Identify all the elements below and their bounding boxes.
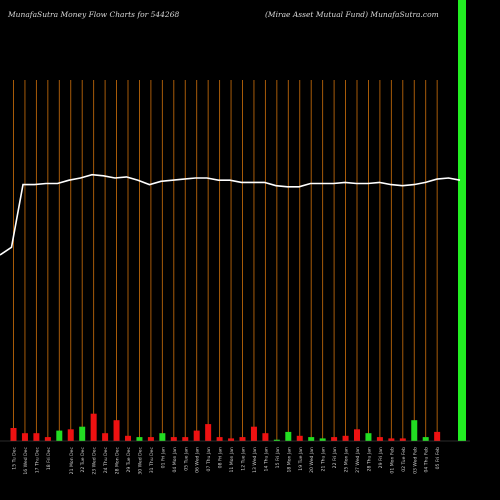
money-flow-bar: [216, 437, 223, 441]
money-flow-bar: [182, 437, 189, 441]
money-flow-bar: [296, 435, 303, 441]
x-tick-label: 15 Tu Dec: [12, 447, 18, 470]
money-flow-bar: [102, 433, 109, 441]
money-flow-bar: [136, 437, 143, 441]
x-tick-label: 30 Wed Dec: [137, 447, 143, 475]
x-tick-label: 22 Fri Jan: [332, 447, 338, 468]
money-flow-bar: [285, 431, 292, 441]
money-flow-bar: [21, 433, 28, 441]
x-tick-label: 24 Thu Dec: [103, 447, 109, 474]
money-flow-bar: [205, 424, 212, 441]
money-flow-bar: [342, 435, 349, 441]
x-tick-label: 29 Fri Jan: [378, 447, 384, 468]
x-tick-label: 25 Mon Jan: [344, 447, 350, 473]
money-flow-bar: [399, 438, 406, 441]
x-tick-label: 04 Thu Feb: [424, 447, 430, 473]
money-flow-bar: [147, 437, 154, 441]
money-flow-bar: [44, 437, 51, 441]
money-flow-bar: [56, 430, 63, 441]
x-tick-label: 23 Wed Dec: [92, 447, 98, 475]
money-flow-bar: [434, 431, 441, 441]
money-flow-bar: [90, 413, 97, 441]
money-flow-bar: [354, 429, 360, 441]
x-tick-label: 11 Mon Jan: [229, 447, 235, 473]
x-tick-label: 05 Fri Feb: [435, 447, 441, 469]
money-flow-bar: [376, 437, 383, 441]
money-flow-bar: [228, 438, 235, 441]
money-flow-bar: [125, 435, 131, 441]
x-tick-label: 05 Tue Jan: [183, 447, 189, 471]
money-flow-bar: [67, 429, 74, 441]
chart-subtitle: (Mirae Asset Mutual Fund) MunafaSutra.co…: [265, 10, 439, 19]
x-tick-label: 29 Tue Dec: [126, 447, 132, 473]
money-flow-bar: [239, 437, 246, 441]
x-tick-label: 21 Thu Jan: [321, 447, 327, 472]
money-flow-bar: [33, 433, 40, 441]
x-tick-label: 01 Fri Jan: [160, 447, 166, 468]
money-flow-bar: [388, 438, 395, 441]
x-tick-label: 17 Thu Dec: [34, 447, 40, 474]
money-flow-bar: [308, 437, 315, 441]
x-tick-label: 15 Fri Jan: [275, 447, 281, 468]
x-tick-label: 20 Wed Jan: [309, 447, 315, 473]
x-tick-label: 01 Mon Feb: [389, 447, 395, 474]
x-tick-label: 03 Wed Feb: [412, 447, 418, 474]
x-tick-label: 07 Thu Jan: [206, 447, 212, 472]
money-flow-bar: [262, 433, 269, 441]
money-flow-bar: [273, 439, 280, 441]
x-tick-label: 02 Tue Feb: [401, 447, 407, 472]
x-tick-label: 04 Mon Jan: [172, 447, 178, 473]
x-tick-label: 28 Mon Dec: [115, 447, 121, 475]
x-tick-label: 21 Mon Dec: [69, 447, 75, 475]
x-tick-label: 14 Thu Jan: [263, 447, 269, 472]
money-flow-bar: [250, 426, 257, 441]
money-flow-bar: [113, 420, 120, 441]
x-tick-label: 18 Mon Jan: [286, 447, 292, 473]
money-flow-bar: [79, 426, 86, 441]
x-tick-label: 22 Tue Dec: [80, 447, 86, 473]
money-flow-bar: [319, 438, 326, 441]
x-tick-label: 28 Thu Jan: [366, 447, 372, 472]
chart-title: MunafaSutra Money Flow Charts for 544268: [8, 10, 180, 19]
price-line: [0, 173, 461, 256]
money-flow-bar: [10, 428, 17, 441]
money-flow-bar: [170, 437, 177, 441]
x-tick-label: 06 Wed Jan: [195, 447, 201, 473]
money-flow-bar: [331, 437, 338, 441]
money-flow-bar: [159, 433, 166, 441]
money-flow-bar: [422, 437, 429, 441]
x-tick-label: 27 Wed Jan: [355, 447, 361, 473]
x-tick-label: 13 Wed Jan: [252, 447, 258, 473]
money-flow-bar: [411, 420, 418, 441]
x-tick-label: 08 Fri Jan: [218, 447, 224, 468]
money-flow-bar: [365, 433, 372, 441]
money-flow-bar: [193, 430, 200, 441]
x-tick-label: 12 Tue Jan: [241, 447, 247, 471]
current-flow-bar: [458, 0, 466, 441]
x-tick-label: 18 Fri Dec: [46, 447, 52, 471]
x-tick-label: 19 Tue Jan: [298, 447, 304, 471]
x-tick-label: 16 Wed Dec: [23, 447, 29, 475]
x-tick-label: 31 Thu Dec: [149, 447, 155, 474]
